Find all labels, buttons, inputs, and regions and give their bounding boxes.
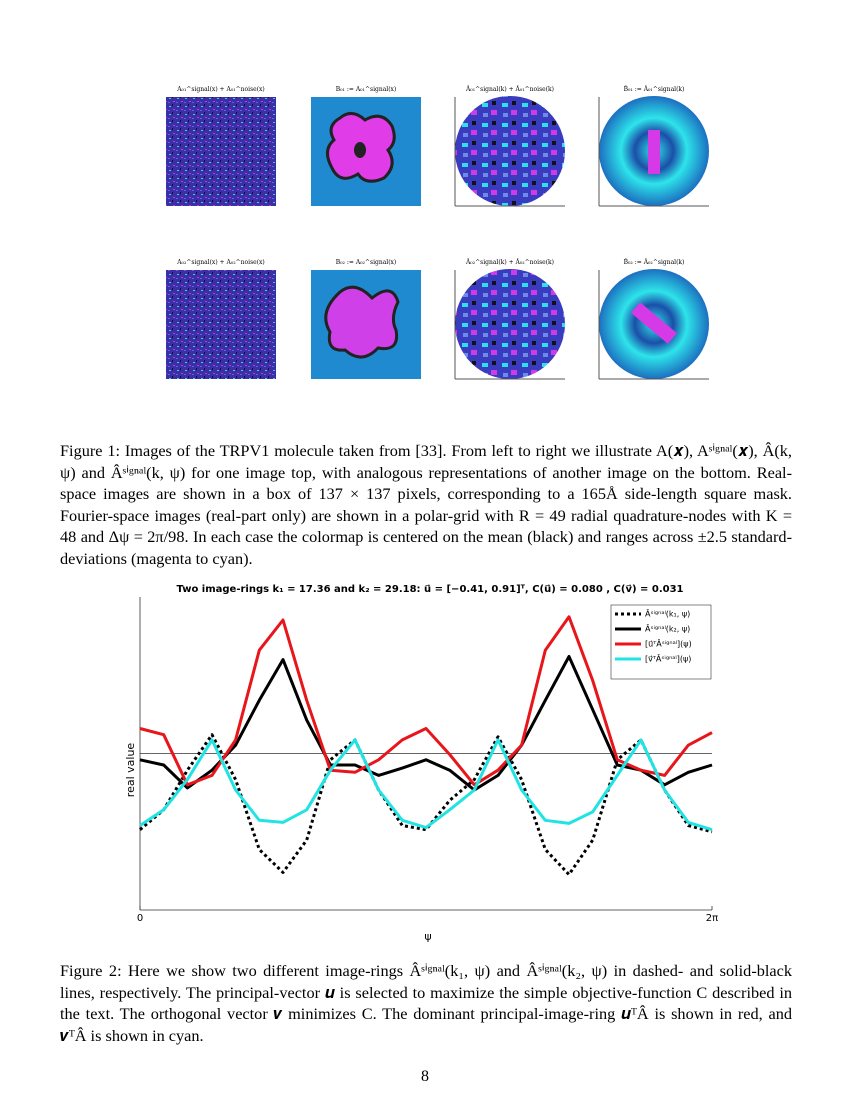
line-series [139, 738, 713, 832]
row-1 [166, 96, 709, 207]
panel-title: B̂₀₁ := Â₀₁^signal(k) [623, 86, 685, 93]
panel-title: Â₀₂^signal(k) + Â₀₂^noise(k) [465, 259, 555, 266]
image [354, 142, 366, 158]
x-tick-label: 0 [137, 913, 143, 924]
y-axis-label: real value [124, 743, 137, 798]
legend-label: Âˢⁱᵍⁿᵃˡ(k₂, ψ) [645, 623, 690, 634]
legend-label: [u⃗ᵀÂˢⁱᵍⁿᵃˡ](ψ) [645, 638, 692, 649]
row-2 [166, 269, 709, 380]
panel-title: B̂₀₂ := Â₀₂^signal(k) [623, 259, 685, 266]
image [455, 96, 565, 206]
page-number: 8 [421, 1068, 429, 1085]
panel-title: B₀₂ := A₀₂^signal(x) [335, 259, 397, 266]
chart-title: Two image-rings k₁ = 17.36 and k₂ = 29.1… [176, 584, 683, 595]
legend-label: [v⃗ᵀÂˢⁱᵍⁿᵃˡ](ψ) [645, 653, 691, 664]
figure-1-images [166, 96, 709, 380]
line-series [139, 615, 713, 787]
panel-title: B₀₁ := A₀₁^signal(x) [335, 86, 397, 93]
panel-title: A₀₂^signal(x) + A₀₂^noise(x) [177, 259, 265, 266]
image [631, 302, 677, 344]
image [166, 270, 276, 379]
image [648, 130, 660, 174]
chart: Two image-rings k₁ = 17.36 and k₂ = 29.1… [124, 584, 718, 943]
x-axis-label: ψ [424, 930, 431, 943]
legend-label: Âˢⁱᵍⁿᵃˡ(k₁, ψ) [645, 608, 690, 619]
figure-caption: Figure 1: Images of the TRPV1 molecule t… [60, 441, 792, 568]
x-tick-label: 2π [706, 913, 718, 924]
line-series [139, 655, 713, 792]
figure-caption: Figure 2: Here we show two different ima… [60, 961, 792, 1045]
image [455, 269, 565, 379]
legend-box [610, 604, 712, 680]
panel-title: Â₀₁^signal(k) + Â₀₁^noise(k) [465, 86, 555, 93]
legend: Âˢⁱᵍⁿᵃˡ(k₁, ψ) Âˢⁱᵍⁿᵃˡ(k₂, ψ) [u⃗ᵀÂˢⁱᵍⁿᵃˡ]… [610, 604, 712, 680]
image [166, 97, 276, 206]
image [324, 285, 400, 359]
panel-title: A₀₁^signal(x) + A₀₁^noise(x) [177, 86, 265, 93]
